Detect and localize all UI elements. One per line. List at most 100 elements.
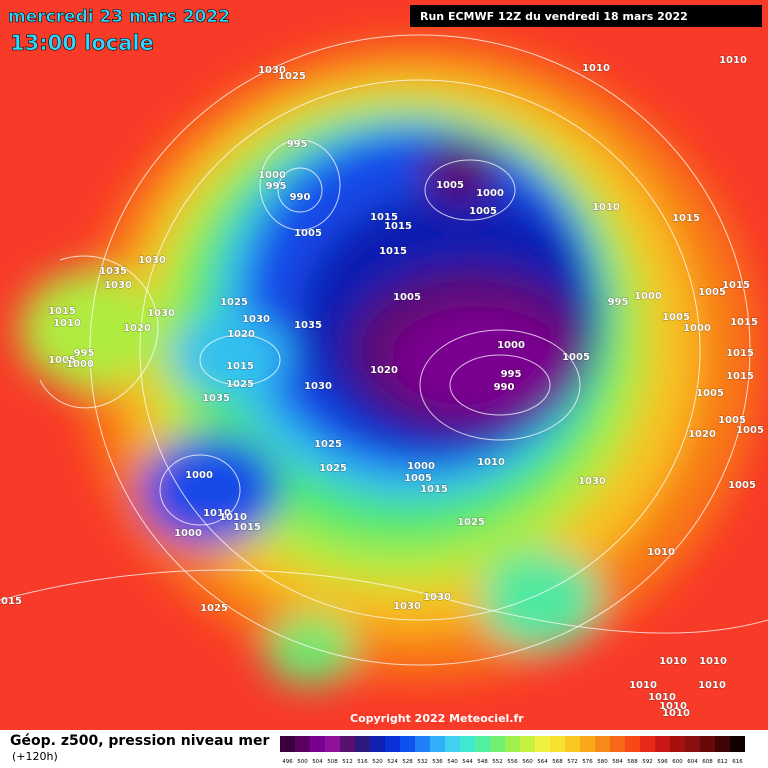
colorbar-tick-label: 560 (522, 759, 533, 765)
pressure-label: 1025 (457, 517, 485, 528)
pressure-label: 1010 (582, 63, 610, 74)
pressure-label: 995 (608, 297, 629, 308)
run-info: Run ECMWF 12Z du vendredi 18 mars 2022 (420, 10, 688, 23)
pressure-label: 1015 (370, 212, 398, 223)
colorbar-swatch (640, 736, 655, 752)
pressure-label: 1005 (469, 206, 497, 217)
colorbar-swatch (385, 736, 400, 752)
pressure-label: 1005 (404, 473, 432, 484)
pressure-label: 1010 (629, 680, 657, 691)
pressure-label: 1015 (226, 361, 254, 372)
time: 13:00 locale (10, 31, 154, 55)
pressure-label: 1030 (138, 255, 166, 266)
colorbar-tick-label: 496 (282, 759, 293, 765)
pressure-label: 1005 (294, 228, 322, 239)
colorbar-swatch (475, 736, 490, 752)
colorbar-tick-label: 528 (402, 759, 413, 765)
colorbar-swatch (670, 736, 685, 752)
pressure-label: 1010 (53, 318, 81, 329)
colorbar-tick-label: 500 (297, 759, 308, 765)
pressure-label: 1005 (562, 352, 590, 363)
pressure-label: 995 (266, 181, 287, 192)
colorbar-swatch (715, 736, 730, 752)
pressure-label: 1015 (722, 280, 750, 291)
colorbar-tick-label: 536 (432, 759, 443, 765)
pressure-label: 1000 (634, 291, 662, 302)
colorbar-tick-label: 544 (462, 759, 473, 765)
colorbar-swatch (325, 736, 340, 752)
pressure-label: 1025 (220, 297, 248, 308)
pressure-label: 1000 (407, 461, 435, 472)
pressure-label: 990 (494, 382, 515, 393)
geopotential-field (0, 0, 768, 730)
colorbar-tick-label: 588 (627, 759, 638, 765)
pressure-label: 1005 (662, 312, 690, 323)
colorbar-tick-label: 608 (702, 759, 713, 765)
pressure-label: 1015 (672, 213, 700, 224)
isobars (0, 34, 768, 666)
colorbar-swatch (415, 736, 430, 752)
colorbar-tick-label: 600 (672, 759, 683, 765)
pressure-label: 1035 (294, 320, 322, 331)
colorbar-tick-label: 592 (642, 759, 653, 765)
pressure-label: 1035 (202, 393, 230, 404)
pressure-label: 1015 (420, 484, 448, 495)
pressure-label: 1025 (314, 439, 342, 450)
colorbar-swatch (295, 736, 310, 752)
colorbar-swatch (700, 736, 715, 752)
colorbar-swatch (565, 736, 580, 752)
pressure-label: 1025 (200, 603, 228, 614)
pressure-label: 1000 (476, 188, 504, 199)
colorbar-tick-label: 580 (597, 759, 608, 765)
colorbar-tick-label: 508 (327, 759, 338, 765)
colorbar-swatch (685, 736, 700, 752)
colorbar-swatch (625, 736, 640, 752)
pressure-label: 1000 (683, 323, 711, 334)
pressure-label: 1005 (698, 287, 726, 298)
pressure-label: 1010 (659, 656, 687, 667)
colorbar-tick-label: 548 (477, 759, 488, 765)
pressure-label: 1025 (226, 379, 254, 390)
colorbar-swatch (520, 736, 535, 752)
pressure-label: 1030 (393, 601, 421, 612)
pressure-label: 1030 (423, 592, 451, 603)
pressure-label: 1010 (647, 547, 675, 558)
colorbar-swatch (445, 736, 460, 752)
pressure-label: 1010 (698, 680, 726, 691)
colorbar-swatch (340, 736, 355, 752)
colorbar-swatch (460, 736, 475, 752)
colorbar-tick-label: 604 (687, 759, 698, 765)
colorbar-swatch (400, 736, 415, 752)
colorbar-tick-label: 516 (357, 759, 368, 765)
colorbar: 496 500 504 508 512 516 520 524 528 532 536 540 544 5… (280, 736, 745, 765)
pressure-label: 1020 (123, 323, 151, 334)
pressure-label: 1010 (203, 508, 231, 519)
date: mercredi 23 mars 2022 (8, 7, 230, 27)
pressure-label: 1010 (719, 55, 747, 66)
colorbar-tick-label: 584 (612, 759, 623, 765)
copyright: Copyright 2022 Meteociel.fr (350, 712, 524, 725)
colorbar-tick-label: 504 (312, 759, 323, 765)
colorbar-swatch (370, 736, 385, 752)
pressure-label: 1000 (66, 359, 94, 370)
pressure-label: 1025 (319, 463, 347, 474)
pressure-label: 1020 (370, 365, 398, 376)
pressure-label: 1015 (384, 221, 412, 232)
pressure-label: 1030 (304, 381, 332, 392)
colorbar-tick-label: 540 (447, 759, 458, 765)
pressure-label: 1000 (497, 340, 525, 351)
pressure-label: 1035 (99, 266, 127, 277)
pressure-label: 1015 (48, 306, 76, 317)
colorbar-tick-label: 572 (567, 759, 578, 765)
pressure-label: 1000 (258, 170, 286, 181)
colorbar-tick-label: 576 (582, 759, 593, 765)
colorbar-tick-label: 568 (552, 759, 563, 765)
pressure-label: 1020 (227, 329, 255, 340)
pressure-label: 1000 (185, 470, 213, 481)
pressure-label: 1020 (688, 429, 716, 440)
run-box (410, 5, 762, 27)
pressure-label: 1005 (736, 425, 764, 436)
colorbar-swatch (595, 736, 610, 752)
pressure-label: 1030 (578, 476, 606, 487)
